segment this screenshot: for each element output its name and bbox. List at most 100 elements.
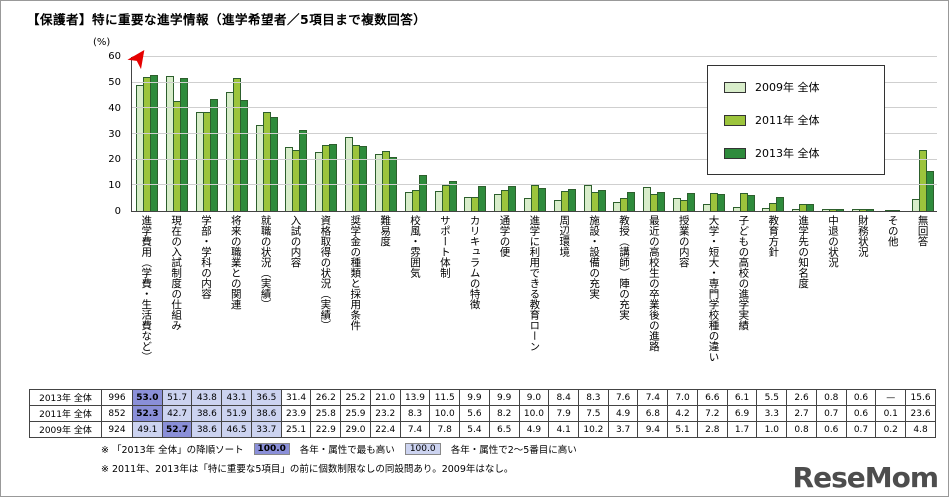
row-label-cell: 2011年 全体 (29, 405, 102, 422)
value-cell: 3.3 (756, 405, 788, 422)
category-label-text: 進学に利用できる教育ローン (528, 215, 541, 352)
legend-item: 2013年 全体 (724, 145, 868, 161)
category-label: 最近の高校生の卒業後の進路 (639, 215, 669, 387)
category-label: 就職の状況（実績） (250, 215, 280, 387)
value-cell: 25.8 (310, 405, 342, 422)
bar (865, 209, 874, 211)
value-cell: 11.5 (429, 389, 461, 406)
bar (508, 185, 517, 211)
value-cell: 0.2 (875, 421, 907, 438)
chart-legend: 2009年 全体 2011年 全体 2013年 全体 (707, 65, 885, 175)
legend-swatch-icon (724, 147, 746, 159)
row-label-cell: 2013年 全体 (29, 389, 102, 406)
bar (329, 143, 338, 211)
bar-group (788, 57, 818, 211)
category-label-text: サポート体制 (438, 215, 451, 278)
bar (836, 208, 845, 211)
category-label-text: 進学先の知名度 (797, 215, 810, 289)
value-cell: 2.7 (786, 405, 817, 422)
value-cell: 4.2 (667, 405, 698, 422)
footnote-line-1: ※ 「2013年 全体」の降順ソート 100.0 各年・属性で最も高い 100.… (101, 442, 577, 456)
footnotes: ※ 「2013年 全体」の降順ソート 100.0 各年・属性で最も高い 100.… (101, 442, 577, 475)
value-cell: 31.4 (280, 389, 312, 406)
bar (776, 196, 785, 211)
bar (150, 74, 159, 211)
bar (180, 78, 189, 211)
data-table: 2013年 全体 996 53.0 51.7 43.8 43.1 36.5 31.4 26.2 2… (29, 389, 936, 438)
category-label-text: 難易度 (379, 215, 392, 247)
value-cell: 0.8 (786, 421, 817, 438)
highlight-top2-5-label: 各年・属性で2～5番目に高い (450, 445, 577, 456)
bar-groups (132, 57, 937, 211)
sort-note: ※ 「2013年 全体」の降順ソート (101, 445, 244, 456)
plot-area: ➤ 2009年 全体 2011年 全体 2013年 全体 (120, 40, 937, 212)
bar (687, 193, 696, 211)
category-label: 校風・雰囲気 (400, 215, 430, 387)
value-cell: 52.3 (132, 405, 163, 422)
bar-group (639, 57, 669, 211)
bar (925, 170, 934, 211)
value-cell: 23.2 (369, 405, 401, 422)
data-table-body: 2013年 全体 996 53.0 51.7 43.8 43.1 36.5 31.4 26.2 2… (29, 389, 936, 438)
table-row: 2009年 全体 924 49.1 52.7 38.6 46.5 33.7 25.1 22.9 2… (29, 421, 936, 438)
value-cell: 42.7 (161, 405, 193, 422)
value-cell: — (875, 389, 907, 406)
category-label: 教育方針 (758, 215, 788, 387)
y-tick-label: 10 (108, 180, 121, 192)
bar-group (162, 57, 192, 211)
highlight-top1-label: 各年・属性で最も高い (299, 445, 395, 456)
bar-group (728, 57, 758, 211)
bar-group (579, 57, 609, 211)
category-label-text: 奨学金の種類と採用条件 (349, 215, 362, 331)
value-cell: 29.0 (340, 421, 371, 438)
category-label-text: 施設・設備の充実 (588, 215, 601, 299)
category-label: 周辺環境 (549, 215, 579, 387)
value-cell: 38.6 (250, 405, 282, 422)
bar (627, 191, 636, 211)
category-label-text: 中退の状況 (826, 215, 839, 268)
bar (418, 175, 427, 211)
y-tick-label: 30 (108, 128, 121, 140)
bar (657, 192, 666, 211)
category-label: 中退の状況 (818, 215, 848, 387)
value-cell: 23.6 (905, 405, 936, 422)
y-tick-label: 0 (114, 206, 121, 217)
bar (537, 187, 546, 211)
category-label: 子どもの高校の進学実績 (728, 215, 758, 387)
value-cell: 6.1 (726, 389, 758, 406)
value-cell: 0.6 (845, 389, 877, 406)
value-cell: 5.5 (756, 389, 788, 406)
value-cell: 7.2 (696, 405, 728, 422)
bar (359, 146, 368, 211)
category-label: 学部・学科の内容 (191, 215, 221, 387)
value-cell: 51.9 (221, 405, 252, 422)
value-cell: 43.1 (221, 389, 252, 406)
bar-group (341, 57, 371, 211)
category-label: カリキュラムの特徴 (459, 215, 489, 387)
value-cell: 52.7 (161, 421, 193, 438)
legend-item: 2009年 全体 (724, 79, 868, 95)
category-label-text: 通学の便 (498, 215, 511, 257)
value-cell: 0.6 (845, 405, 877, 422)
category-label-text: 教授（講師）陣の充実 (617, 215, 630, 320)
value-cell: 9.9 (488, 389, 520, 406)
value-cell: 0.1 (875, 405, 907, 422)
value-cell: 5.1 (667, 421, 698, 438)
value-cell: 38.6 (191, 405, 223, 422)
value-cell: 5.6 (459, 405, 490, 422)
value-cell: 8.4 (548, 389, 580, 406)
value-cell: 6.8 (637, 405, 669, 422)
category-label-text: 現在の入試制度の仕組み (170, 215, 183, 331)
legend-label: 2009年 全体 (755, 81, 820, 94)
bar-group (311, 57, 341, 211)
value-cell: 22.9 (310, 421, 342, 438)
category-label-text: 進学費用（学費・生活費など） (140, 215, 153, 362)
bar-group (490, 57, 520, 211)
value-cell: 10.0 (429, 405, 461, 422)
bar (299, 130, 308, 211)
value-cell: 25.1 (280, 421, 312, 438)
value-cell: 53.0 (132, 389, 163, 406)
bar (269, 117, 278, 211)
y-axis-unit-label: (%) (93, 37, 111, 48)
category-label-text: カリキュラムの特徴 (468, 215, 481, 310)
